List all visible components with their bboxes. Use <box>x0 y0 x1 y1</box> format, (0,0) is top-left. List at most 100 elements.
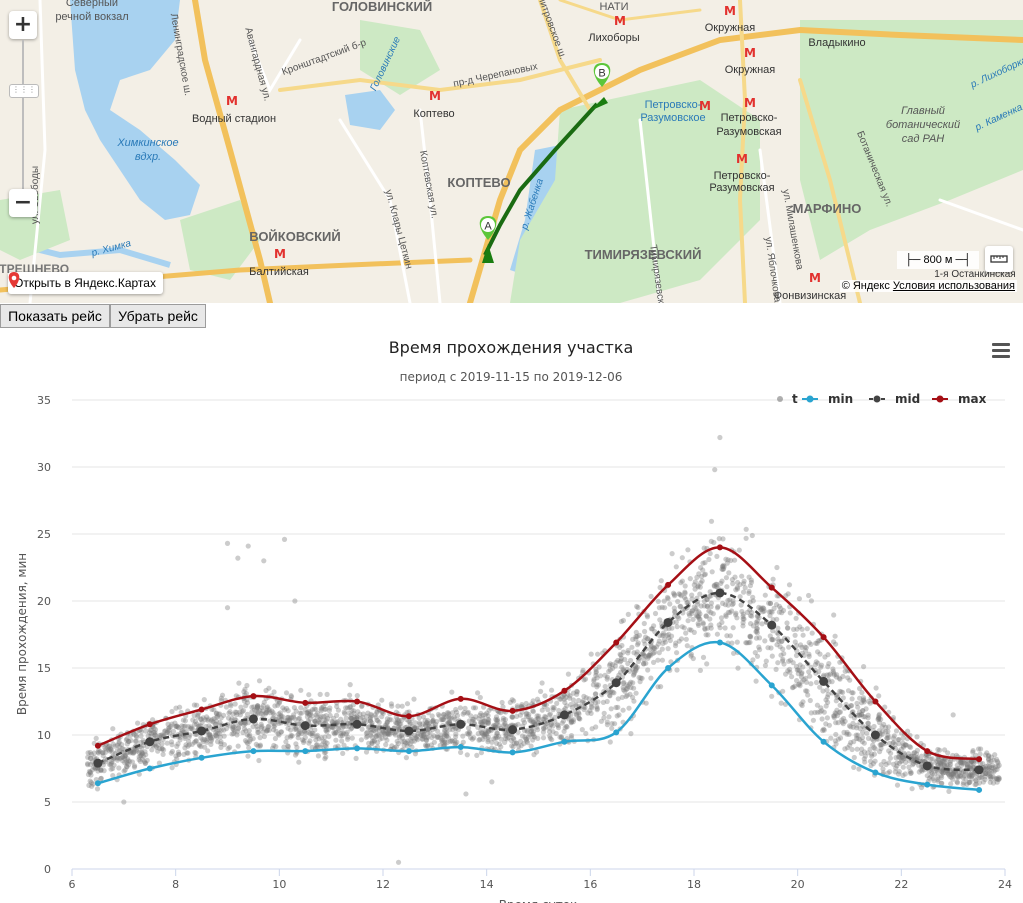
scatter-point <box>831 715 837 721</box>
scatter-point <box>693 606 699 612</box>
scatter-point <box>398 733 405 739</box>
scatter-point <box>218 741 224 747</box>
scatter-point <box>946 772 952 778</box>
scatter-point <box>140 753 147 759</box>
scatter-point <box>173 705 179 711</box>
scatter-point <box>412 720 418 726</box>
scatter-outlier <box>774 564 780 571</box>
scatter-point <box>347 682 353 688</box>
scatter-point <box>551 705 557 711</box>
scatter-point <box>86 768 92 775</box>
scatter-point <box>348 712 354 718</box>
scatter-point <box>642 641 648 647</box>
scatter-point <box>607 661 613 667</box>
scatter-point <box>994 776 1000 782</box>
scatter-point <box>719 578 725 584</box>
marker-b[interactable]: B <box>590 63 611 111</box>
scatter-point <box>423 737 430 743</box>
scatter-point <box>896 737 902 743</box>
scatter-point <box>697 667 704 673</box>
scatter-point <box>883 761 889 768</box>
scatter-point <box>791 626 797 632</box>
scatter-point <box>740 623 746 629</box>
scatter-point <box>319 742 325 748</box>
scatter-point <box>205 716 211 722</box>
scatter-point <box>703 632 709 638</box>
hide-flight-button[interactable]: Убрать рейс <box>110 304 206 328</box>
scatter-point <box>992 767 998 773</box>
scatter-point <box>255 743 261 749</box>
scatter-point <box>793 652 800 659</box>
scatter-point <box>628 657 634 664</box>
zoom-out-button[interactable]: − <box>9 189 37 217</box>
scatter-point <box>404 738 411 744</box>
scatter-point <box>593 672 599 678</box>
scatter-point <box>541 716 547 722</box>
scatter-point <box>875 716 881 722</box>
scatter-point <box>376 725 382 731</box>
scatter-point <box>970 749 976 755</box>
scatter-point <box>733 610 739 616</box>
scatter-point <box>540 725 547 731</box>
scatter-point <box>383 742 389 748</box>
scatter-point <box>979 774 985 780</box>
zoom-slider-handle[interactable]: ⋮⋮⋮ <box>9 84 39 98</box>
scatter-point <box>661 598 667 604</box>
scatter-point <box>643 653 649 659</box>
scatter-point <box>829 679 835 685</box>
scatter-point <box>288 732 294 739</box>
scatter-point <box>367 714 374 720</box>
scatter-point <box>682 590 688 596</box>
scatter-point <box>208 725 214 731</box>
scatter-point <box>573 701 579 707</box>
scatter-point <box>97 749 103 755</box>
scatter-point <box>659 646 665 652</box>
scatter-point <box>542 724 548 730</box>
scatter-point <box>718 580 724 586</box>
scatter-point <box>325 715 331 722</box>
scatter-point <box>154 744 160 750</box>
scatter-point <box>318 713 324 719</box>
terms-of-use-link[interactable]: Условия использования <box>892 280 1015 292</box>
scatter-point <box>221 733 227 739</box>
marker-a[interactable]: A <box>479 216 497 263</box>
scatter-point <box>805 692 811 698</box>
open-in-yandex-maps-link[interactable]: Открыть в Яндекс.Картах <box>8 272 163 294</box>
scatter-point <box>966 779 973 786</box>
zoom-in-button[interactable]: + <box>9 11 37 39</box>
scatter-point <box>748 577 754 583</box>
show-flight-button[interactable]: Показать рейс <box>0 304 110 328</box>
scatter-point <box>265 724 271 730</box>
scatter-point <box>345 720 351 726</box>
scatter-point <box>667 637 673 644</box>
ruler-button[interactable] <box>985 246 1013 272</box>
scatter-point <box>989 764 995 771</box>
metro-icon: M <box>226 94 238 108</box>
chart-menu-icon[interactable] <box>992 343 1010 359</box>
scatter-point <box>186 734 192 740</box>
scatter-point <box>134 734 140 740</box>
scatter-point <box>420 721 426 727</box>
scatter-point <box>643 634 649 640</box>
scatter-point <box>970 764 976 770</box>
scatter-point <box>742 585 748 591</box>
scatter-point <box>276 732 282 738</box>
scatter-point <box>570 690 577 696</box>
scatter-point <box>357 715 364 722</box>
scatter-point <box>329 718 335 724</box>
scatter-point <box>376 728 382 734</box>
scatter-point <box>760 609 766 615</box>
scatter-point <box>747 639 753 645</box>
scatter-point <box>108 747 114 753</box>
scatter-point <box>877 749 883 755</box>
zoom-slider-track[interactable] <box>22 40 24 190</box>
scatter-point <box>568 733 575 739</box>
scatter-point <box>529 701 535 707</box>
scatter-point <box>88 772 94 778</box>
scatter-point <box>85 762 91 768</box>
scatter-point <box>500 722 507 728</box>
scatter-point <box>150 717 156 723</box>
scatter-point <box>807 697 813 704</box>
